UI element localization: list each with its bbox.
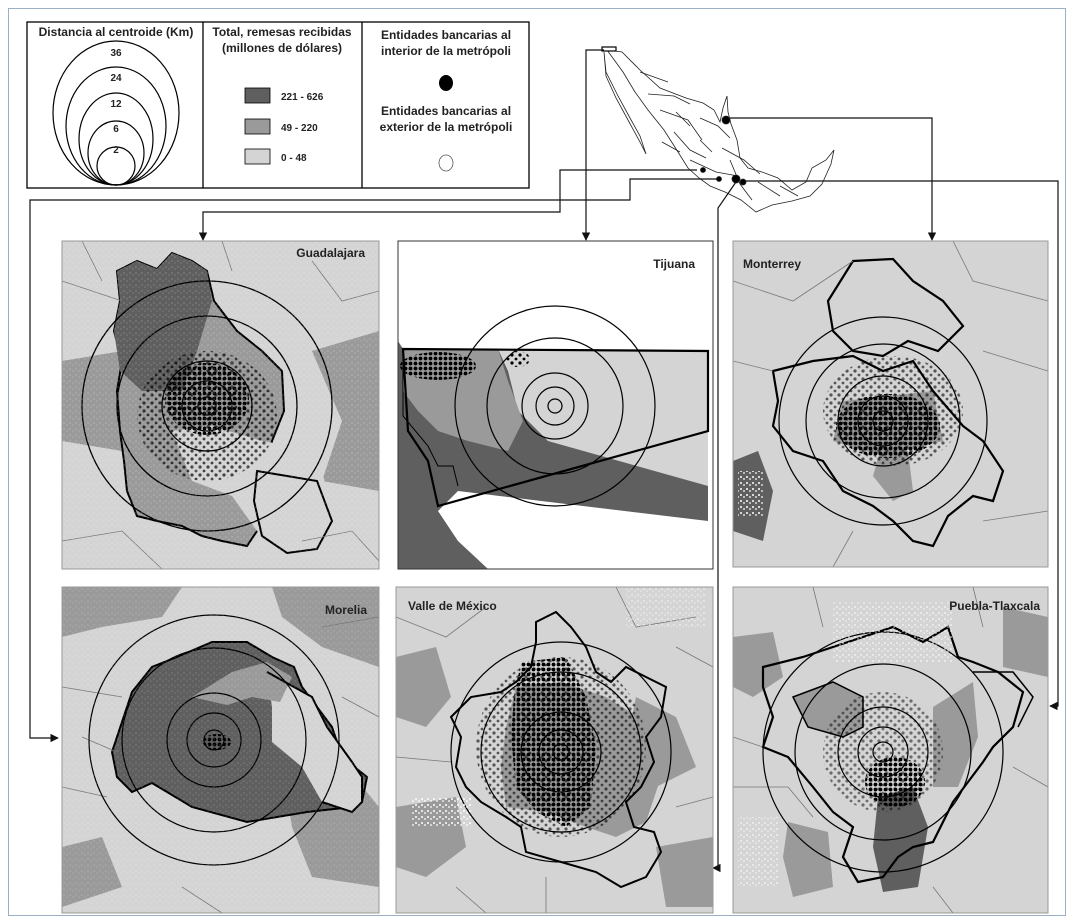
bank-inside-label-1: Entidades bancarias al bbox=[381, 28, 511, 42]
panel-tijuana: Tijuana bbox=[397, 240, 714, 570]
class-label-high: 221 - 626 bbox=[281, 92, 324, 103]
panel-title-puebla-tlaxcala: Puebla-Tlaxcala bbox=[949, 599, 1040, 613]
bank-outside-label-1: Entidades bancarias al bbox=[381, 104, 511, 118]
panel-guadalajara: Guadalajara bbox=[61, 240, 380, 570]
class-swatch-mid bbox=[244, 118, 271, 135]
legend: Distancia al centroide (Km) 36 24 12 6 2… bbox=[26, 21, 530, 189]
panel-morelia: Morelia bbox=[61, 586, 380, 914]
distance-legend-title: Distancia al centroide (Km) bbox=[39, 25, 194, 39]
remittance-legend-title-2: (millones de dólares) bbox=[222, 41, 342, 55]
panel-title-monterrey: Monterrey bbox=[743, 257, 801, 271]
connector-arrows bbox=[29, 49, 1059, 873]
panel-valle-de-mexico: Valle de México bbox=[395, 586, 714, 914]
ring-label-6: 6 bbox=[113, 124, 119, 135]
bank-inside-symbol bbox=[439, 75, 453, 91]
panel-title-tijuana: Tijuana bbox=[653, 257, 695, 271]
bank-outside-symbol bbox=[438, 154, 454, 172]
bank-outside-label-2: exterior de la metrópoli bbox=[380, 120, 513, 134]
class-swatch-high bbox=[244, 87, 271, 104]
panel-puebla-tlaxcala: Puebla-Tlaxcala bbox=[732, 586, 1049, 914]
remittance-legend-title-1: Total, remesas recibidas bbox=[212, 25, 352, 39]
ring-label-36: 36 bbox=[110, 48, 122, 59]
ring-label-24: 24 bbox=[110, 73, 122, 84]
ring-label-2: 2 bbox=[113, 145, 119, 156]
class-swatch-low bbox=[244, 148, 271, 165]
panel-title-guadalajara: Guadalajara bbox=[296, 246, 365, 260]
bank-inside-label-2: interior de la metrópoli bbox=[381, 44, 511, 58]
class-label-mid: 49 - 220 bbox=[281, 123, 318, 134]
panel-title-morelia: Morelia bbox=[325, 603, 367, 617]
distance-rings bbox=[52, 40, 180, 186]
panel-title-valle-de-mexico: Valle de México bbox=[408, 599, 497, 613]
map-frame bbox=[8, 8, 1066, 916]
ring-label-12: 12 bbox=[110, 99, 122, 110]
panel-monterrey: Monterrey bbox=[732, 240, 1049, 568]
mexico-inset-map bbox=[601, 46, 835, 213]
class-label-low: 0 - 48 bbox=[281, 153, 307, 164]
